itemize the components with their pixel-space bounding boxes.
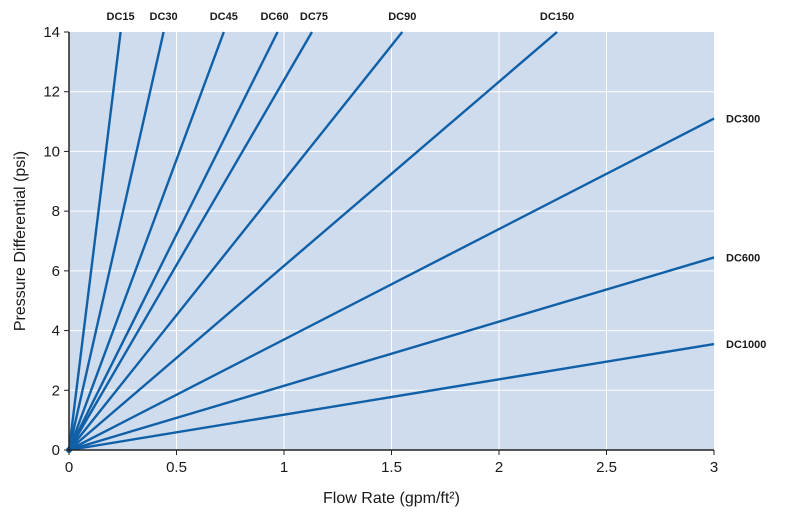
- series-lines: [66, 31, 715, 453]
- axes: [64, 31, 715, 455]
- series-line-dc1000: [68, 342, 715, 452]
- y-tick-labels: 0 2 4 6 8 10 12 14: [43, 24, 60, 459]
- x-axis-title: Flow Rate (gpm/ft²): [323, 490, 460, 507]
- series-line-dc15: [67, 31, 122, 451]
- x-tick-label: 1: [280, 459, 288, 476]
- grid: [69, 32, 714, 450]
- y-axis-title: Pressure Differential (psi): [12, 151, 29, 331]
- series-line-dc75: [67, 31, 313, 451]
- y-tick-label: 6: [52, 263, 60, 280]
- y-tick-label: 2: [52, 382, 60, 399]
- series-line-dc45: [67, 31, 225, 451]
- y-tick-label: 8: [52, 203, 60, 220]
- x-tick-label: 1.5: [381, 459, 402, 476]
- x-tick-labels: 0 0.5 1 1.5 2 2.5 3: [65, 459, 718, 476]
- series-label-dc600: DC600: [726, 252, 760, 264]
- x-tick-label: 0.5: [166, 459, 187, 476]
- series-labels: DC15 DC30 DC45 DC60 DC75 DC90 DC150 DC300 DC600 D…: [107, 11, 767, 351]
- y-tick-label: 4: [52, 323, 60, 340]
- series-line-dc30: [67, 31, 165, 451]
- y-tick-label: 12: [43, 84, 60, 101]
- series-label-dc90: DC90: [388, 11, 416, 23]
- series-label-dc150: DC150: [540, 11, 574, 23]
- series-line-dc600: [68, 256, 715, 452]
- x-tick-label: 3: [710, 459, 718, 476]
- y-tick-label: 0: [52, 442, 60, 459]
- series-label-dc60: DC60: [260, 11, 288, 23]
- series-line-dc90: [68, 31, 404, 451]
- series-label-dc15: DC15: [107, 11, 135, 23]
- x-tick-label: 2.5: [596, 459, 617, 476]
- series-line-dc150: [68, 31, 558, 451]
- series-label-dc45: DC45: [210, 11, 238, 23]
- x-tick-label: 2: [495, 459, 503, 476]
- series-label-dc300: DC300: [726, 114, 760, 126]
- series-line-dc60: [67, 31, 279, 451]
- x-tick-label: 0: [65, 459, 73, 476]
- y-tick-label: 14: [43, 24, 60, 41]
- series-line-dc300: [68, 117, 715, 452]
- series-label-dc30: DC30: [150, 11, 178, 23]
- series-label-dc75: DC75: [300, 11, 328, 23]
- y-tick-label: 10: [43, 143, 60, 160]
- series-label-dc1000: DC1000: [726, 339, 766, 351]
